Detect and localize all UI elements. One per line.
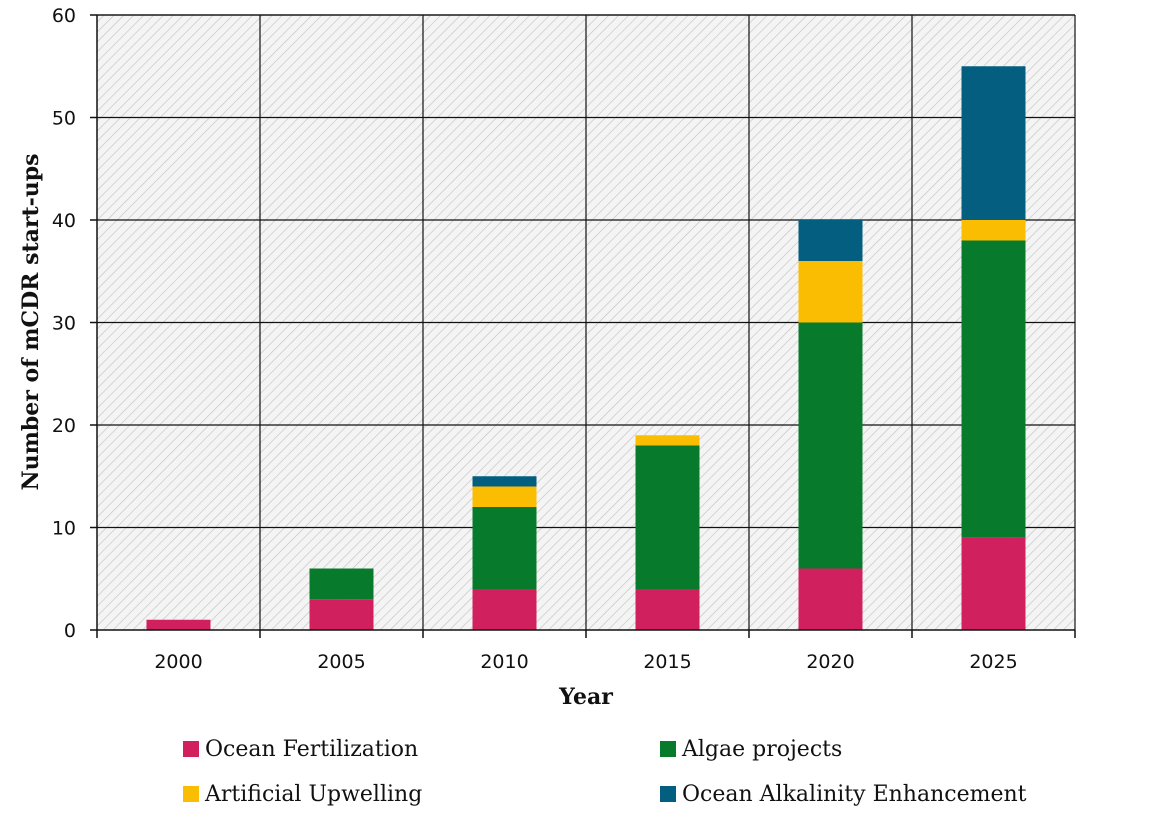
y-tick-label: 10 (52, 518, 76, 540)
bar-segment (146, 619, 211, 630)
x-tick-label: 2025 (969, 651, 1017, 673)
bar-segment (635, 435, 700, 446)
bar-segment (472, 507, 537, 589)
x-tick-label: 2010 (480, 651, 528, 673)
bar-segment (798, 568, 863, 630)
legend-label: Ocean Alkalinity Enhancement (682, 782, 1027, 807)
bar-segment (472, 476, 537, 487)
y-tick-label: 20 (52, 415, 76, 437)
x-axis-title: Year (558, 684, 613, 710)
x-tick-label: 2000 (154, 651, 202, 673)
x-tick-label: 2020 (806, 651, 854, 673)
bars (146, 66, 1026, 630)
y-tick-label: 50 (52, 108, 76, 130)
y-tick-label: 40 (52, 210, 76, 232)
legend-swatch (183, 741, 199, 757)
legend-swatch (660, 786, 676, 802)
gridlines (97, 14, 1076, 630)
bar-segment (961, 240, 1026, 538)
bar-segment (961, 220, 1026, 241)
bar-segment (309, 568, 374, 600)
bar-segment (961, 537, 1026, 630)
y-tick-label: 30 (52, 313, 76, 335)
legend-swatch (183, 786, 199, 802)
bar-segment (472, 486, 537, 507)
bar-segment (309, 599, 374, 630)
legend-label: Ocean Fertilization (205, 737, 418, 762)
bar-segment (798, 220, 863, 261)
bar-segment (798, 261, 863, 323)
bar-segment (635, 589, 700, 630)
legend-label: Algae projects (681, 737, 842, 762)
y-tick-label: 0 (64, 620, 76, 642)
legend-swatch (660, 741, 676, 757)
x-tick-label: 2005 (317, 651, 365, 673)
y-axis-title: Number of mCDR start-ups (18, 153, 44, 490)
bar-segment (798, 322, 863, 569)
tick-labels: 0 10 20 30 40 50 60 2000 2005 2010 2015 2020 2025 (52, 5, 1018, 673)
bar-segment (961, 66, 1026, 220)
legend: Ocean Fertilization Algae projects Artific… (183, 737, 1027, 807)
bar-segment (472, 589, 537, 630)
bar-segment (635, 445, 700, 589)
axes (90, 14, 1076, 638)
x-tick-label: 2015 (643, 651, 691, 673)
y-tick-label: 60 (52, 5, 76, 27)
legend-label: Artificial Upwelling (204, 782, 422, 807)
